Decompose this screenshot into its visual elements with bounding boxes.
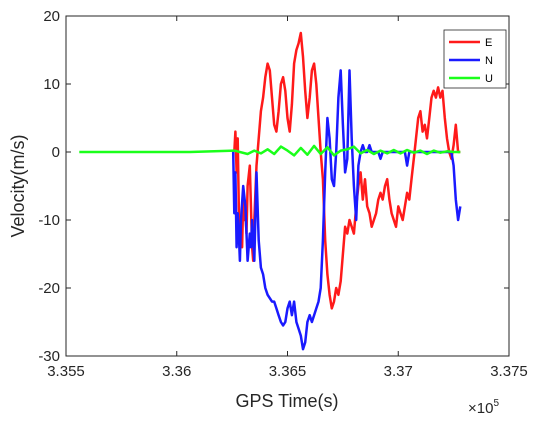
y-tick-label: 10	[43, 76, 60, 93]
legend-label-e: E	[485, 37, 492, 49]
y-tick-label: 20	[43, 8, 60, 25]
x-exponent-power: 5	[493, 398, 499, 409]
y-tick-label: 0	[52, 144, 60, 161]
tick-layer: 3.355 3.36 3.365 3.37 3.375 -30 -20 -10 0 10 20	[38, 8, 527, 380]
legend-label-u: U	[485, 73, 493, 85]
y-axis-label: Velocity(m/s)	[8, 134, 28, 237]
x-tick-label: 3.375	[490, 363, 528, 380]
series-line-u	[79, 144, 461, 157]
legend: E N U	[443, 29, 507, 89]
x-tick-label: 3.365	[269, 363, 307, 380]
x-axis-label: GPS Time(s)	[235, 391, 338, 411]
x-exponent: ×105	[468, 398, 499, 417]
x-tick-label: 3.355	[47, 363, 85, 380]
series-layer	[79, 31, 462, 351]
x-tick-label: 3.37	[384, 363, 413, 380]
x-tick-label: 3.36	[162, 363, 191, 380]
legend-label-n: N	[485, 55, 493, 67]
x-exponent-base: ×10	[468, 400, 493, 417]
series-line-e	[233, 31, 461, 310]
y-tick-label: -20	[38, 280, 60, 297]
y-tick-label: -30	[38, 348, 60, 365]
y-tick-label: -10	[38, 212, 60, 229]
